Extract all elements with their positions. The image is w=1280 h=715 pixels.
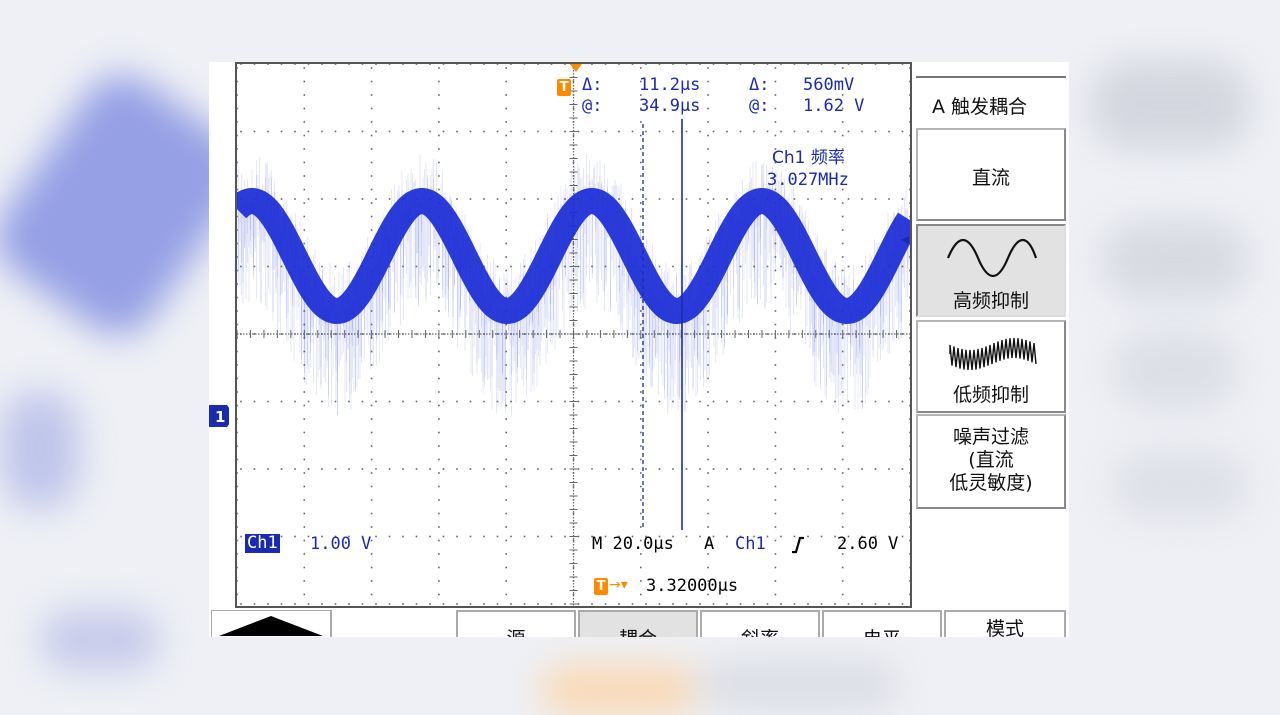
- bottom-slope-label: 斜率: [741, 628, 779, 637]
- menu-up-arrow-button[interactable]: [211, 610, 333, 637]
- waveform-plot: [237, 64, 910, 606]
- time-delta-value: 11.2µs: [639, 75, 701, 95]
- coupling-noise-filter-label: 噪声过滤 (直流 低灵敏度): [949, 426, 1033, 494]
- oscilloscope-display: T Δ: 11.2µs @: 34.9µs Δ: 560mV @: 1.62 V…: [209, 62, 1069, 637]
- trigger-mode: A: [704, 534, 715, 554]
- trigger-position-marker: [570, 64, 582, 72]
- side-menu-title-text: A 触发耦合: [932, 96, 1028, 118]
- coupling-hf-reject-button[interactable]: 高频抑制: [916, 224, 1066, 317]
- ch1-waveform-trace: [237, 188, 910, 324]
- rising-edge-icon: [792, 536, 804, 554]
- timebase: M 20.0µs: [592, 534, 674, 554]
- channel-scale: 1.00 V: [310, 534, 372, 554]
- coupling-hf-reject-label: 高频抑制: [952, 290, 1029, 312]
- side-menu-title: A 触发耦合: [916, 76, 1066, 124]
- coupling-lf-reject-button[interactable]: 低频抑制: [916, 320, 1066, 413]
- bottom-coupling-label: 耦合: [619, 628, 657, 637]
- noisy-wave-icon: [949, 337, 1037, 370]
- trigger-position: 3.32000µs: [646, 576, 739, 596]
- time-delta-label: Δ:: [582, 75, 603, 95]
- bottom-mode-label: 模式: [985, 618, 1024, 637]
- sine-wave-icon: [946, 238, 1038, 278]
- volt-at-label: @:: [749, 96, 770, 116]
- waveform-screen: T Δ: 11.2µs @: 34.9µs Δ: 560mV @: 1.62 V…: [235, 62, 912, 608]
- channel-marker-number: 1: [215, 408, 225, 426]
- bottom-source-button[interactable]: 源: [456, 610, 576, 637]
- coupling-noise-filter-button[interactable]: 噪声过滤 (直流 低灵敏度): [916, 414, 1066, 509]
- measurement-value: 3.027MHz: [767, 170, 849, 190]
- bottom-slope-button[interactable]: 斜率: [700, 610, 820, 637]
- trigger-level: 2.60 V: [837, 534, 899, 554]
- channel-badge: Ch1: [245, 533, 280, 553]
- volt-delta-label: Δ:: [749, 75, 770, 95]
- time-at-value: 34.9µs: [639, 96, 701, 116]
- coupling-lf-reject-label: 低频抑制: [952, 384, 1029, 406]
- bottom-level-button[interactable]: 电平: [822, 610, 942, 637]
- measurement-label: Ch1 频率: [772, 148, 845, 168]
- arrow-right-icon: →▾: [609, 577, 628, 593]
- bottom-level-label: 电平: [863, 628, 901, 637]
- trigger-level-marker: [901, 236, 909, 244]
- channel-1-marker: 1: [209, 405, 229, 427]
- bottom-source-label: 源: [506, 628, 525, 637]
- trigger-source: Ch1: [735, 534, 766, 554]
- bottom-coupling-button[interactable]: 耦合: [578, 610, 698, 637]
- volt-at-value: 1.62 V: [803, 96, 865, 116]
- coupling-dc-label: 直流: [971, 167, 1010, 189]
- trigger-icon: T: [557, 79, 571, 96]
- bottom-mode-button[interactable]: 模式: [944, 610, 1066, 637]
- graticule: [237, 64, 910, 606]
- time-at-label: @:: [582, 96, 603, 116]
- volt-delta-value: 560mV: [803, 75, 855, 95]
- trigger-position-icon: T: [594, 578, 608, 595]
- coupling-dc-button[interactable]: 直流: [916, 128, 1066, 221]
